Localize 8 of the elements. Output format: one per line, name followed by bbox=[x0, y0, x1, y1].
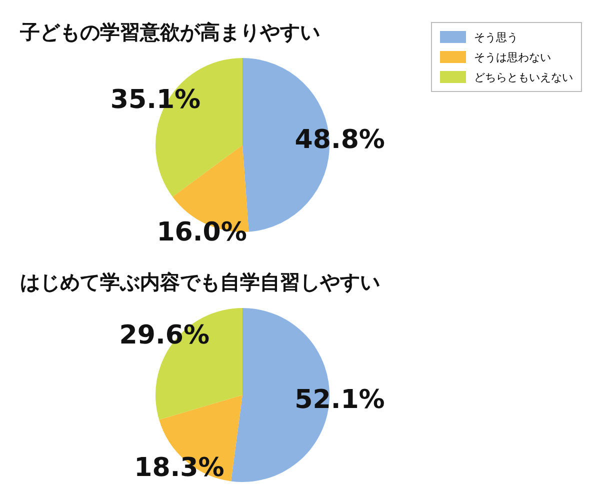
data-label: 52.1% bbox=[294, 385, 385, 416]
legend-label: そう思う bbox=[474, 30, 518, 44]
data-label: 16.0% bbox=[156, 217, 247, 248]
chart-title: 子どもの学習意欲が高まりやすい bbox=[19, 20, 320, 44]
data-label: 48.8% bbox=[294, 125, 385, 156]
chart-title: はじめて学ぶ内容でも自学自習しやすい bbox=[20, 270, 380, 294]
legend-label: そうは思わない bbox=[474, 50, 551, 64]
legend-label: どちらともいえない bbox=[474, 70, 573, 84]
